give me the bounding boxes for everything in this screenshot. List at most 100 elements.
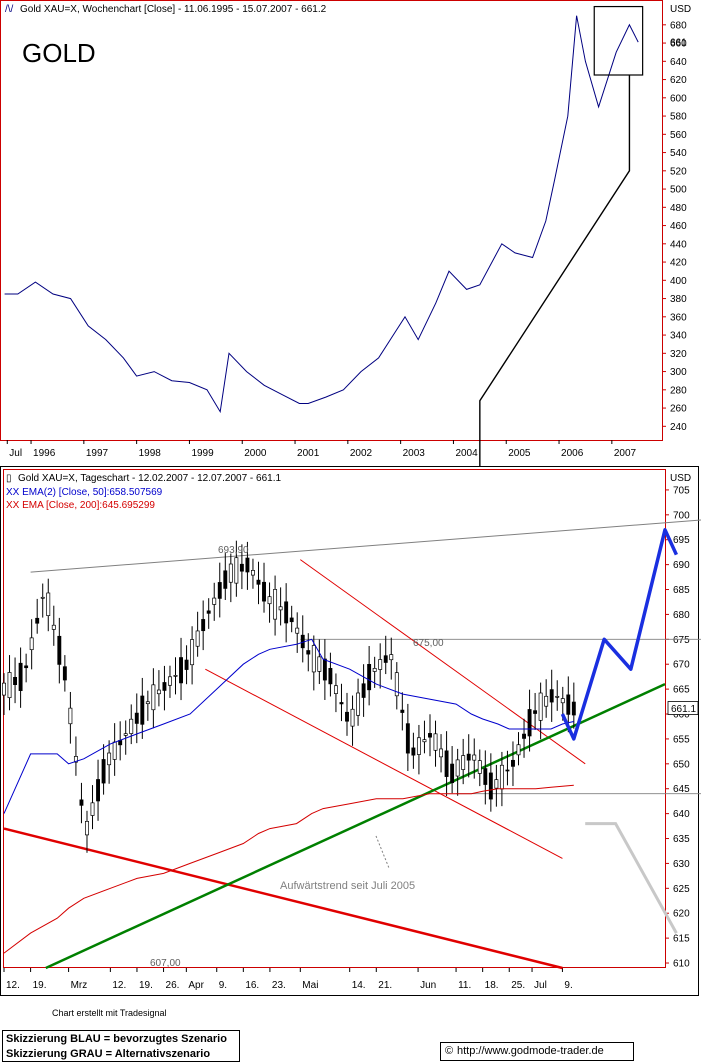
scenario-legend-blue: Skizzierung BLAU = bevorzugtes Szenario (6, 1033, 227, 1045)
channel-lower-line (205, 668, 563, 859)
candle-body (428, 733, 432, 738)
daily-x-tick-label: 19. (33, 980, 47, 991)
candle-body (533, 710, 538, 714)
candle-body (223, 570, 228, 589)
candle-body (450, 763, 455, 784)
candle-body (461, 755, 466, 770)
weekly-chart: /\/ Gold XAU=X, Wochenchart [Close] - 11… (0, 0, 691, 466)
candle-body (168, 676, 172, 686)
weekly-y-tick-label: 300 (670, 367, 687, 378)
copyright-icon: © (444, 1045, 454, 1057)
weekly-y-tick-label: 520 (670, 166, 687, 177)
low-annotation: 607,00 (150, 958, 181, 969)
candle-body (156, 689, 161, 695)
candle-body (278, 606, 283, 611)
candle-body (317, 656, 322, 672)
weekly-x-tick-label: Jul (9, 448, 22, 459)
weekly-y-tick-label: 340 (670, 331, 687, 342)
candle-body (516, 744, 521, 756)
weekly-y-tick-label: 600 (670, 93, 687, 104)
weekly-y-tick-label: 420 (670, 258, 687, 269)
candle-body (123, 733, 128, 736)
weekly-y-axis: 240 260 280 300 320 340 360 380 400 420 440 460 480 5… (662, 20, 687, 433)
weekly-y-tick-label: 260 (670, 404, 687, 415)
candle-body (267, 596, 272, 605)
scenario-sketches (560, 528, 678, 934)
candle-body (367, 663, 372, 691)
weekly-price-line (4, 15, 639, 414)
candle-body (295, 627, 300, 634)
candle-body (549, 689, 554, 703)
candle-body (488, 772, 493, 800)
candle-body (57, 635, 62, 665)
daily-y-tick-label: 635 (673, 834, 690, 845)
weekly-y-tick-label: 620 (670, 75, 687, 86)
candle-body (212, 597, 217, 605)
daily-chart: ▯ Gold XAU=X, Tageschart - 12.02.2007 - … (0, 466, 701, 996)
candle-body (68, 707, 73, 725)
daily-x-tick-label: 12. (6, 980, 20, 991)
weekly-x-tick-label: 2005 (508, 448, 531, 459)
daily-overlays (3, 519, 701, 970)
daily-x-tick-label: 9. (564, 980, 572, 991)
candle-body (85, 821, 89, 836)
daily-y-tick-label: 655 (673, 734, 690, 745)
website-link[interactable]: http://www.godmode-trader.de (457, 1045, 604, 1057)
zoom-connector-line (479, 75, 631, 466)
weekly-y-tick-label: 580 (670, 112, 687, 123)
candle-body (262, 581, 266, 602)
candle-body (51, 624, 56, 630)
candle-body (416, 737, 421, 755)
line-chart-icon: /\/ (5, 4, 14, 15)
credit-text: Chart erstellt mit Tradesignal (52, 1008, 167, 1018)
blue-scenario-path (560, 528, 678, 741)
channel-upper-line (300, 559, 586, 765)
candle-body (79, 799, 84, 806)
candle-body (339, 702, 344, 705)
candle-body (24, 665, 29, 669)
daily-x-tick-label: 25. (511, 980, 525, 991)
weekly-y-tick-label: 440 (670, 239, 687, 250)
candle-body (140, 695, 145, 725)
candle-body (522, 733, 526, 739)
candle-body (239, 563, 244, 572)
candle-body (405, 723, 410, 754)
candle-body (228, 563, 233, 583)
candle-body (107, 752, 112, 766)
candle-body (422, 739, 427, 743)
daily-y-tick-label: 690 (673, 560, 690, 571)
daily-x-tick-label: Mrz (71, 980, 88, 991)
weekly-x-tick-label: 2007 (614, 448, 637, 459)
candle-body (234, 557, 239, 584)
weekly-x-tick-label: 1997 (86, 448, 109, 459)
falling-trendline (3, 827, 563, 970)
candlestick-icon: ▯ (6, 473, 12, 484)
candle-body (62, 666, 67, 681)
weekly-y-tick-label: 480 (670, 203, 687, 214)
candle-body (505, 769, 510, 772)
daily-y-tick-label: 700 (673, 510, 690, 521)
daily-y-tick-label: 620 (673, 909, 690, 920)
daily-x-tick-label: 14. (352, 980, 366, 991)
candle-body (18, 662, 23, 691)
trend-annotation: Aufwärtstrend seit Juli 2005 (280, 880, 415, 892)
url-box[interactable]: © http://www.godmode-trader.de (440, 1042, 634, 1061)
daily-y-tick-label: 625 (673, 884, 690, 895)
daily-x-tick-label: Jun (420, 980, 436, 991)
candle-body (328, 668, 333, 685)
daily-y-tick-label: 640 (673, 809, 690, 820)
daily-plot-area (3, 469, 666, 968)
ema200-line (3, 784, 574, 954)
candle-body (201, 619, 206, 632)
scenario-legend: Skizzierung BLAU = bevorzugtes Szenario … (2, 1030, 240, 1062)
candle-body (538, 692, 543, 721)
candle-body (13, 676, 18, 685)
candle-body (251, 570, 255, 576)
candle-body (129, 718, 134, 734)
daily-x-axis: 12. 19. Mrz 12. 19. 26. Apr 9. 16. 23. Mai 14. 21. Ju… (3, 968, 573, 991)
candle-body (356, 692, 361, 716)
candle-body (394, 672, 399, 697)
candle-body (96, 779, 100, 802)
daily-y-tick-label: 675 (673, 635, 690, 646)
candle-body (472, 754, 477, 761)
